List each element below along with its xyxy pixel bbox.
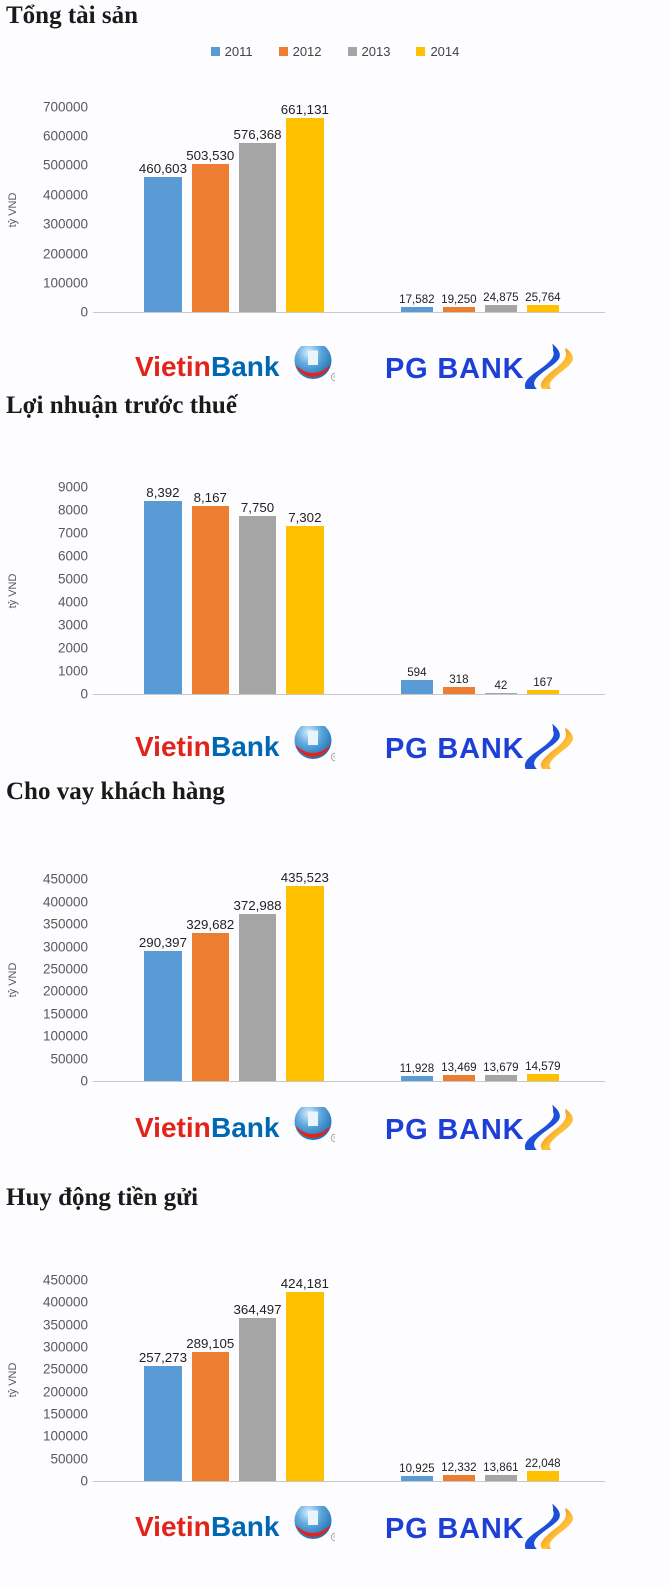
svg-text:PG BANK: PG BANK bbox=[385, 1513, 524, 1545]
svg-text:®: ® bbox=[333, 754, 335, 760]
svg-text:Vietin: Vietin bbox=[135, 351, 211, 382]
svg-text:PG BANK: PG BANK bbox=[385, 733, 524, 765]
svg-text:®: ® bbox=[333, 1534, 335, 1540]
svg-text:Bank: Bank bbox=[211, 351, 280, 382]
svg-text:PG BANK: PG BANK bbox=[385, 353, 524, 385]
svg-text:®: ® bbox=[333, 1135, 335, 1141]
svg-text:Vietin: Vietin bbox=[135, 1112, 211, 1143]
svg-text:Bank: Bank bbox=[211, 1112, 280, 1143]
svg-text:Bank: Bank bbox=[211, 1511, 280, 1542]
svg-text:PG BANK: PG BANK bbox=[385, 1114, 524, 1146]
svg-text:®: ® bbox=[333, 374, 335, 380]
svg-text:Vietin: Vietin bbox=[135, 1511, 211, 1542]
svg-text:Bank: Bank bbox=[211, 731, 280, 762]
svg-text:Vietin: Vietin bbox=[135, 731, 211, 762]
